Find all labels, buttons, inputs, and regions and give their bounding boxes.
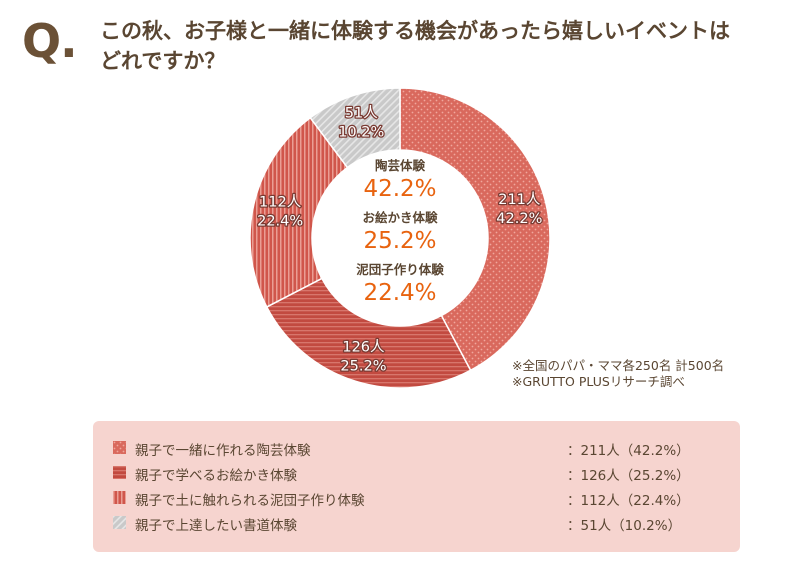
legend-item: 親子で土に触れられる泥団子作り体験 ：112人（22.4%） — [113, 487, 733, 509]
question-line-2: どれですか？ — [100, 49, 226, 73]
slice-mudball — [249, 116, 349, 308]
legend-item: 親子で上達したい書道体験 ：51人（10.2%） — [113, 512, 733, 534]
note-source: ※GRUTTO PLUSリサーチ調べ — [512, 374, 685, 389]
legend-label: 親子で土に触れられる泥団子作り体験 — [135, 493, 365, 509]
note-survey: ※全国のパパ・ママ各250名 計500名 — [512, 358, 725, 373]
slice-count-label: 112人 — [259, 193, 301, 210]
slice-drawing — [265, 277, 472, 389]
legend-value: ：211人（42.2%） — [567, 443, 690, 459]
slice-percent-label: 42.2% — [496, 211, 542, 227]
center-category-label: お絵かき体験 — [362, 210, 438, 225]
legend-value: ：126人（25.2%） — [567, 468, 690, 484]
slice-pottery — [399, 87, 551, 372]
legend-value: ：112人（22.4%） — [567, 493, 690, 509]
question-mark: Q. — [22, 14, 78, 68]
center-percent-value: 22.4% — [363, 280, 436, 306]
legend-swatch — [113, 516, 126, 529]
legend-label: 親子で上達したい書道体験 — [135, 518, 297, 534]
slice-count-label: 51人 — [345, 104, 378, 121]
slice-percent-label: 22.4% — [257, 213, 303, 229]
question-line-1: この秋、お子様と一緒に体験する機会があったら嬉しいイベントは — [100, 19, 730, 43]
slice-percent-label: 10.2% — [338, 124, 384, 140]
legend-swatch — [113, 491, 126, 504]
center-percent-value: 42.2% — [363, 176, 436, 202]
center-percent-value: 25.2% — [363, 228, 436, 254]
center-category-label: 陶芸体験 — [375, 158, 426, 173]
center-category-label: 泥団子作り体験 — [356, 262, 444, 277]
donut-chart: 211人 42.2% 126人 25.2% 112人 22.4% 51人 10.2% 陶芸体験… — [249, 87, 551, 389]
slice-count-label: 211人 — [498, 191, 540, 208]
legend-item: 親子で学べるお絵かき体験 ：126人（25.2%） — [113, 462, 733, 484]
slice-percent-label: 25.2% — [340, 358, 386, 374]
legend: 親子で一緒に作れる陶芸体験 ：211人（42.2%） 親子で学べるお絵かき体験 … — [93, 421, 740, 552]
legend-label: 親子で学べるお絵かき体験 — [135, 468, 297, 484]
legend-swatch — [113, 441, 126, 454]
legend-label: 親子で一緒に作れる陶芸体験 — [135, 443, 311, 459]
legend-item: 親子で一緒に作れる陶芸体験 ：211人（42.2%） — [113, 437, 733, 459]
legend-value: ：51人（10.2%） — [567, 518, 682, 534]
slice-count-label: 126人 — [342, 338, 384, 355]
slice-calligraphy — [309, 87, 401, 169]
question-title: この秋、お子様と一緒に体験する機会があったら嬉しいイベントは どれですか？ — [100, 16, 780, 76]
legend-swatch — [113, 466, 126, 479]
